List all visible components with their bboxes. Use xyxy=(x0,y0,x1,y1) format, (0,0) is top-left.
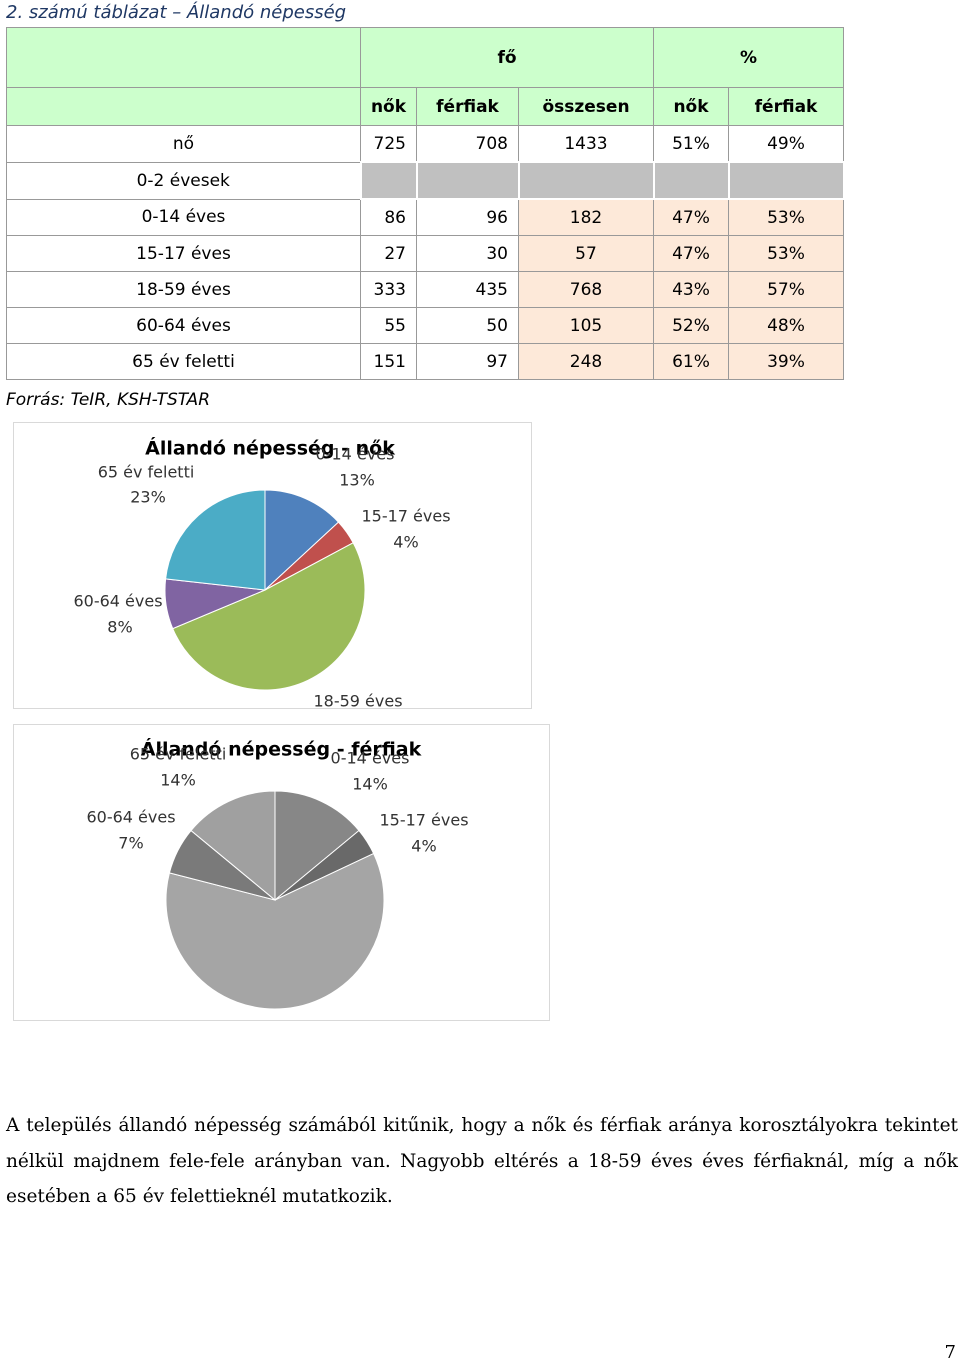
cell: 53% xyxy=(728,235,844,272)
table-row: 0-14 éves 86 96 182 47% 53% xyxy=(6,198,844,236)
chart-title: Állandó népesség - nők xyxy=(145,437,395,460)
slice-label: 0-14 éves xyxy=(331,749,410,768)
pie-slice xyxy=(190,790,276,902)
slice-value: 13% xyxy=(339,471,375,490)
cell: 151 xyxy=(360,343,417,380)
cell: 57% xyxy=(728,271,844,308)
empty-cell xyxy=(359,161,418,200)
cell: 27 xyxy=(360,235,417,272)
cell: 43% xyxy=(653,271,729,308)
blank xyxy=(6,27,361,88)
slice-value: 14% xyxy=(352,775,388,794)
cell: 39% xyxy=(728,343,844,380)
pie-slice xyxy=(165,489,266,591)
pie-slice xyxy=(172,542,366,691)
slice-label: 60-64 éves xyxy=(73,592,162,611)
table-row: 0-2 évesek xyxy=(6,161,845,200)
empty-cell xyxy=(517,161,655,200)
cell: 30 xyxy=(416,235,519,272)
cell: 333 xyxy=(360,271,417,308)
slice-value: 7% xyxy=(118,834,143,853)
cell: 49% xyxy=(728,125,844,163)
empty-cell xyxy=(415,161,520,200)
page-number: 7 xyxy=(944,1342,956,1363)
pie-slice xyxy=(264,489,340,592)
slice-value: 4% xyxy=(393,533,418,552)
slice-label: 60-64 éves xyxy=(86,808,175,827)
slice-label: 15-17 éves xyxy=(379,811,468,830)
cell: 182 xyxy=(518,198,654,236)
column-header: összesen xyxy=(518,87,654,126)
table-row: 15-17 éves 27 30 57 47% 53% xyxy=(6,235,844,272)
cell: 97 xyxy=(416,343,519,380)
empty-cell xyxy=(727,161,845,200)
row-label: 65 év feletti xyxy=(6,343,361,380)
slice-label: 15-17 éves xyxy=(361,507,450,526)
slice-label: 65 év feletti xyxy=(130,745,227,764)
row-label: 0-2 évesek xyxy=(6,161,361,200)
table-row: 18-59 éves 333 435 768 43% 57% xyxy=(6,271,844,308)
slice-value: 8% xyxy=(107,618,132,637)
column-header: férfiak xyxy=(728,87,844,126)
table-row: nő 725 708 1433 51% 49% xyxy=(6,125,844,163)
caption: 2. számú táblázat – Állandó népesség xyxy=(6,2,347,23)
slice-label: 18-59 éves xyxy=(255,1020,344,1039)
pie-slice xyxy=(165,852,385,1010)
slice-value: 23% xyxy=(130,488,166,507)
cell: 61% xyxy=(653,343,729,380)
table-row: 60-64 éves 55 50 105 52% 48% xyxy=(6,307,844,344)
slice-label: 0-14 éves xyxy=(316,445,395,464)
row-label: 60-64 éves xyxy=(6,307,361,344)
table-row: 65 év feletti 151 97 248 61% 39% xyxy=(6,343,844,380)
row-label: nő xyxy=(6,125,361,163)
cell: 47% xyxy=(653,198,729,236)
cell: 725 xyxy=(360,125,417,163)
cell: 50 xyxy=(416,307,519,344)
cell: 52% xyxy=(653,307,729,344)
blank xyxy=(6,87,361,126)
slice-value: 4% xyxy=(411,837,436,856)
table: fő % nők férfiak összesen nők férfiak nő 725 7… xyxy=(6,27,845,380)
empty-cell xyxy=(652,161,730,200)
cell: 86 xyxy=(360,198,417,236)
row-label: 0-14 éves xyxy=(6,198,361,236)
source: Forrás: TeIR, KSH-TSTAR xyxy=(6,390,210,410)
cell: 53% xyxy=(728,198,844,236)
slice-value: 14% xyxy=(160,771,196,790)
cell: 105 xyxy=(518,307,654,344)
pie-slice xyxy=(274,790,360,902)
cell: 48% xyxy=(728,307,844,344)
cell: 248 xyxy=(518,343,654,380)
row-label: 15-17 éves xyxy=(6,235,361,272)
paragraph: A település állandó népesség számából ki… xyxy=(6,1115,958,1207)
slice-label: 18-59 éves xyxy=(313,692,402,711)
cell: 51% xyxy=(653,125,729,163)
row-label: 18-59 éves xyxy=(6,271,361,308)
column-header: nők xyxy=(653,87,729,126)
slice-label: 65 év feletti xyxy=(98,463,195,482)
chart-title: Állandó népesség - férfiak xyxy=(141,738,422,761)
cell: 47% xyxy=(653,235,729,272)
